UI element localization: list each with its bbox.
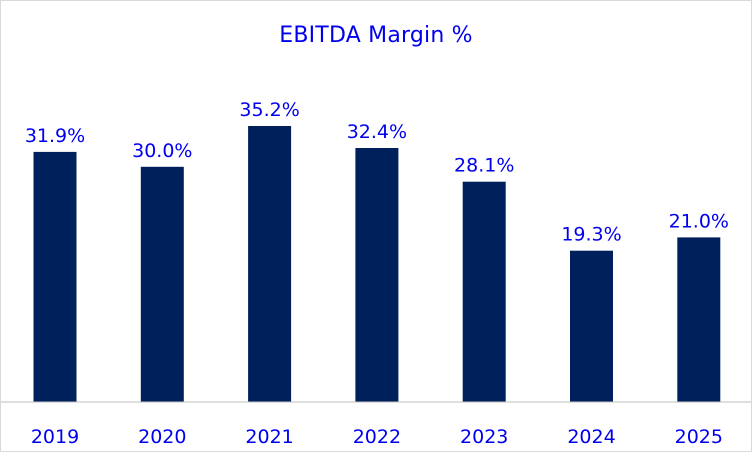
x-tick-label-2020: 2020 [138, 426, 186, 448]
x-tick-label-2021: 2021 [245, 426, 293, 448]
data-label-2020: 30.0% [132, 140, 192, 162]
data-label-2019: 31.9% [25, 125, 85, 147]
x-tick-labels-layer: 2019 2020 2021 2022 2023 2024 2025 [31, 426, 723, 448]
bar-2019 [33, 151, 77, 402]
bar-2024 [570, 250, 613, 402]
x-tick-label-2023: 2023 [460, 426, 508, 448]
data-label-2024: 19.3% [561, 224, 621, 246]
data-label-2022: 32.4% [347, 121, 407, 143]
bar-2020 [140, 166, 184, 402]
bars-layer [33, 126, 721, 402]
x-tick-label-2019: 2019 [31, 426, 79, 448]
data-label-2021: 35.2% [239, 99, 299, 121]
bar-2023 [462, 181, 506, 402]
data-labels-layer: 31.9% 30.0% 35.2% 32.4% 28.1% 19.3% 21.0% [25, 99, 729, 246]
chart-title: EBITDA Margin % [279, 23, 473, 48]
x-tick-label-2022: 2022 [353, 426, 401, 448]
bar-2022 [355, 148, 399, 402]
data-label-2023: 28.1% [454, 155, 514, 177]
bar-2021 [248, 126, 292, 402]
bar-2025 [677, 237, 721, 402]
x-tick-label-2024: 2024 [567, 426, 615, 448]
data-label-2025: 21.0% [669, 210, 729, 232]
x-tick-label-2025: 2025 [675, 426, 723, 448]
